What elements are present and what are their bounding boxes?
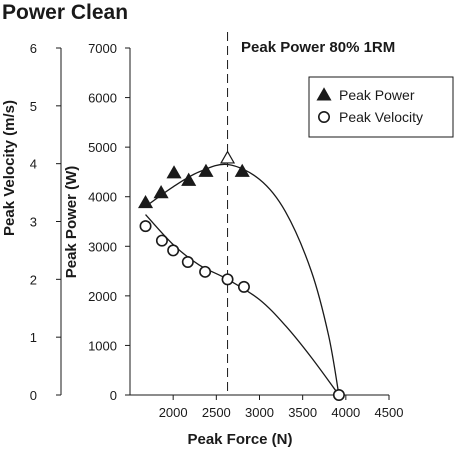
y-axis-label-power: Peak Power (W)	[63, 166, 80, 279]
legend-peak-power-label: Peak Power	[339, 87, 415, 103]
legend-peak-velocity-label: Peak Velocity	[339, 109, 423, 125]
peak-power-point	[138, 194, 154, 209]
peak-velocity-point	[167, 244, 180, 257]
fit-curves	[145, 163, 340, 396]
velocity-tick-label: 4	[30, 157, 37, 172]
x-tick-label: 4500	[375, 405, 404, 420]
legend-peak-power-marker	[316, 87, 332, 101]
power-tick-label: 5000	[88, 140, 117, 155]
power-tick-label: 0	[110, 388, 117, 403]
peak-velocity-point	[237, 280, 250, 293]
peak-power-annotation: Peak Power 80% 1RM	[241, 39, 395, 56]
peak-power-fit-curve	[145, 163, 340, 396]
power-tick-label: 3000	[88, 239, 117, 254]
y-axis-label-velocity: Peak Velocity (m/s)	[1, 100, 18, 236]
power-tick-label: 6000	[88, 91, 117, 106]
data-marks	[138, 150, 345, 401]
x-axis-label: Peak Force (N)	[187, 431, 292, 448]
x-tick-label: 4000	[331, 405, 360, 420]
peak-power-max-point	[220, 150, 236, 164]
axes: 0 1 2 3 4 5 6 0 1000 2000 3000 4000 5000 6000 7000 2000…	[30, 32, 404, 420]
peak-power-point	[166, 165, 182, 179]
peak-power-point	[234, 163, 250, 177]
x-tick-label: 3500	[288, 405, 317, 420]
peak-velocity-point	[221, 273, 234, 286]
x-tick-label: 2500	[202, 405, 231, 420]
power-tick-label: 4000	[88, 190, 117, 205]
peak-velocity-point	[139, 220, 152, 233]
peak-velocity-point	[181, 255, 194, 268]
velocity-tick-label: 3	[30, 215, 37, 230]
velocity-tick-label: 5	[30, 99, 37, 114]
velocity-tick-label: 0	[30, 388, 37, 403]
peak-velocity-point	[199, 265, 212, 278]
peak-power-point	[198, 163, 214, 177]
power-tick-label: 7000	[88, 41, 117, 56]
peak-velocity-point	[155, 234, 168, 247]
peak-velocity-point	[332, 388, 345, 401]
velocity-tick-label: 6	[30, 41, 37, 56]
power-tick-label: 2000	[88, 289, 117, 304]
legend-box	[308, 76, 454, 138]
peak-velocity-fit-curve	[145, 214, 340, 396]
legend-peak-velocity-marker	[317, 111, 330, 124]
velocity-tick-label: 2	[30, 272, 37, 287]
velocity-tick-label: 1	[30, 330, 37, 345]
peak-power-point	[181, 172, 197, 186]
chart-title: Power Clean	[2, 1, 128, 24]
x-tick-label: 2000	[159, 405, 188, 420]
peak-power-point	[153, 185, 169, 199]
x-tick-label: 3000	[245, 405, 274, 420]
legend: Peak Power Peak Velocity	[308, 76, 454, 138]
power-tick-label: 1000	[88, 338, 117, 353]
